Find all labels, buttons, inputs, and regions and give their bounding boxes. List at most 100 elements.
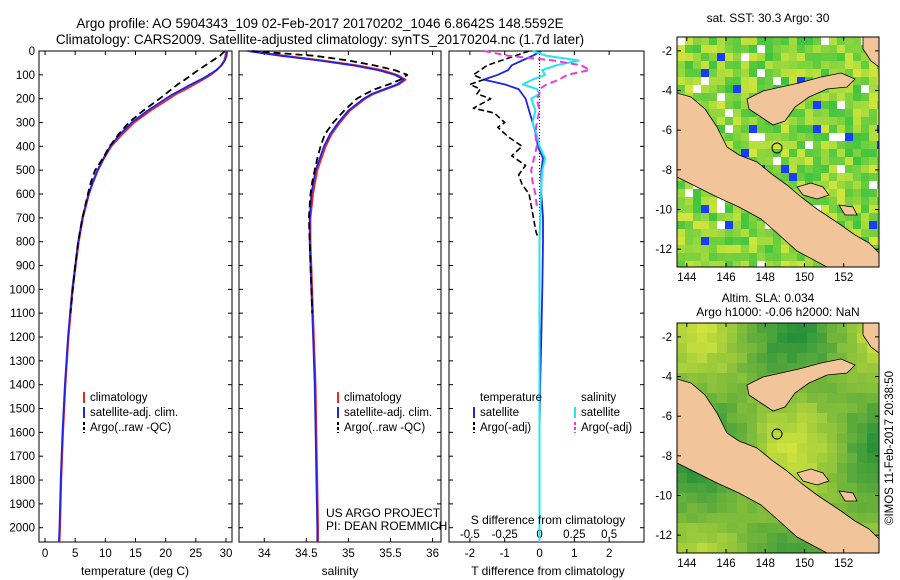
map-cell <box>805 117 813 125</box>
map-cell <box>869 173 877 181</box>
map-cell <box>837 93 845 101</box>
map-cell <box>741 69 749 77</box>
map-cell <box>765 237 773 245</box>
map-cell <box>813 117 821 125</box>
land-polygon <box>677 378 879 553</box>
map-cell <box>737 543 747 553</box>
map-cell <box>805 141 813 149</box>
map-cell <box>685 229 693 237</box>
map-cell <box>701 245 709 253</box>
map-cell <box>845 173 853 181</box>
map-cell <box>749 133 757 141</box>
map-cell <box>857 453 867 463</box>
map-cell <box>685 53 693 61</box>
map-cell <box>845 85 853 93</box>
map-cell <box>877 433 879 443</box>
map-cell <box>837 125 845 133</box>
map-cell <box>733 85 741 93</box>
map-cell <box>829 213 837 221</box>
map-cell <box>697 333 707 343</box>
map-cell <box>757 117 765 125</box>
map-cell <box>847 483 857 493</box>
depth-tick-label: 1600 <box>9 427 35 439</box>
map-cell <box>807 393 817 403</box>
map-cell <box>797 453 807 463</box>
map-cell <box>853 133 861 141</box>
map-cell <box>781 69 789 77</box>
map-cell <box>757 53 765 61</box>
project-annotation: US ARGO PROJECT <box>326 506 441 520</box>
map-cell <box>867 433 877 443</box>
map-cell <box>733 229 741 237</box>
map-cell <box>707 323 717 333</box>
map-cell <box>829 205 837 213</box>
map-cell <box>867 413 877 423</box>
map-cell <box>805 61 813 69</box>
map-cell <box>707 353 717 363</box>
map-cell <box>737 323 747 333</box>
map-cell <box>837 61 845 69</box>
map-cell <box>853 205 861 213</box>
map-cell <box>717 53 725 61</box>
map-cell <box>687 493 697 503</box>
map-cell <box>701 61 709 69</box>
map-cell <box>829 61 837 69</box>
map-cell <box>853 189 861 197</box>
map-cell <box>701 93 709 101</box>
map-cell <box>717 77 725 85</box>
map-cell <box>725 133 733 141</box>
map-cell <box>807 383 817 393</box>
salinity-lines <box>247 50 409 542</box>
map-cell <box>821 117 829 125</box>
map-cell <box>741 141 749 149</box>
map-cell <box>829 189 837 197</box>
map-cell <box>805 109 813 117</box>
map-cell <box>821 205 829 213</box>
map-cell <box>741 45 749 53</box>
map-cell <box>797 443 807 453</box>
map-cell <box>797 53 805 61</box>
map-cell <box>707 513 717 523</box>
map-cell <box>757 125 765 133</box>
map-cell <box>765 45 773 53</box>
map-cell <box>697 323 707 333</box>
t-difference-xlabel: T difference from climatology <box>471 564 625 578</box>
map-cell <box>787 363 797 373</box>
temperature-tick-label: 20 <box>159 548 172 560</box>
map-cell <box>757 503 767 513</box>
map-cell <box>837 213 845 221</box>
map-cell <box>837 473 847 483</box>
map-cell <box>847 373 857 383</box>
map-cell <box>709 221 717 229</box>
map-cell <box>829 85 837 93</box>
map-cell <box>707 343 717 353</box>
map-cell <box>857 413 867 423</box>
map-cell <box>741 237 749 245</box>
map-cell <box>821 53 829 61</box>
map-lon-label: 144 <box>677 558 697 570</box>
map-cell <box>685 77 693 85</box>
map-cell <box>877 173 879 181</box>
map-cell <box>861 53 869 61</box>
map-cell <box>717 117 725 125</box>
map-cell <box>685 37 693 45</box>
map-cell <box>837 173 845 181</box>
map-cell <box>837 343 847 353</box>
map-cell <box>701 37 709 45</box>
map-cell <box>707 503 717 513</box>
map-cell <box>789 149 797 157</box>
map-cell <box>877 353 879 363</box>
map-lat-label: -2 <box>662 46 672 58</box>
map-cell <box>733 77 741 85</box>
map-cell <box>877 109 879 117</box>
map-cell <box>807 403 817 413</box>
map-cell <box>853 221 861 229</box>
map-cell <box>861 133 869 141</box>
map-cell <box>693 61 701 69</box>
map-cell <box>741 117 749 125</box>
t-difference-tick-label: 1 <box>571 548 577 560</box>
salinity-diff-legend-label: salinity <box>581 392 616 404</box>
map-cell <box>757 423 767 433</box>
map-cell <box>757 353 767 363</box>
map-cell <box>677 503 687 513</box>
